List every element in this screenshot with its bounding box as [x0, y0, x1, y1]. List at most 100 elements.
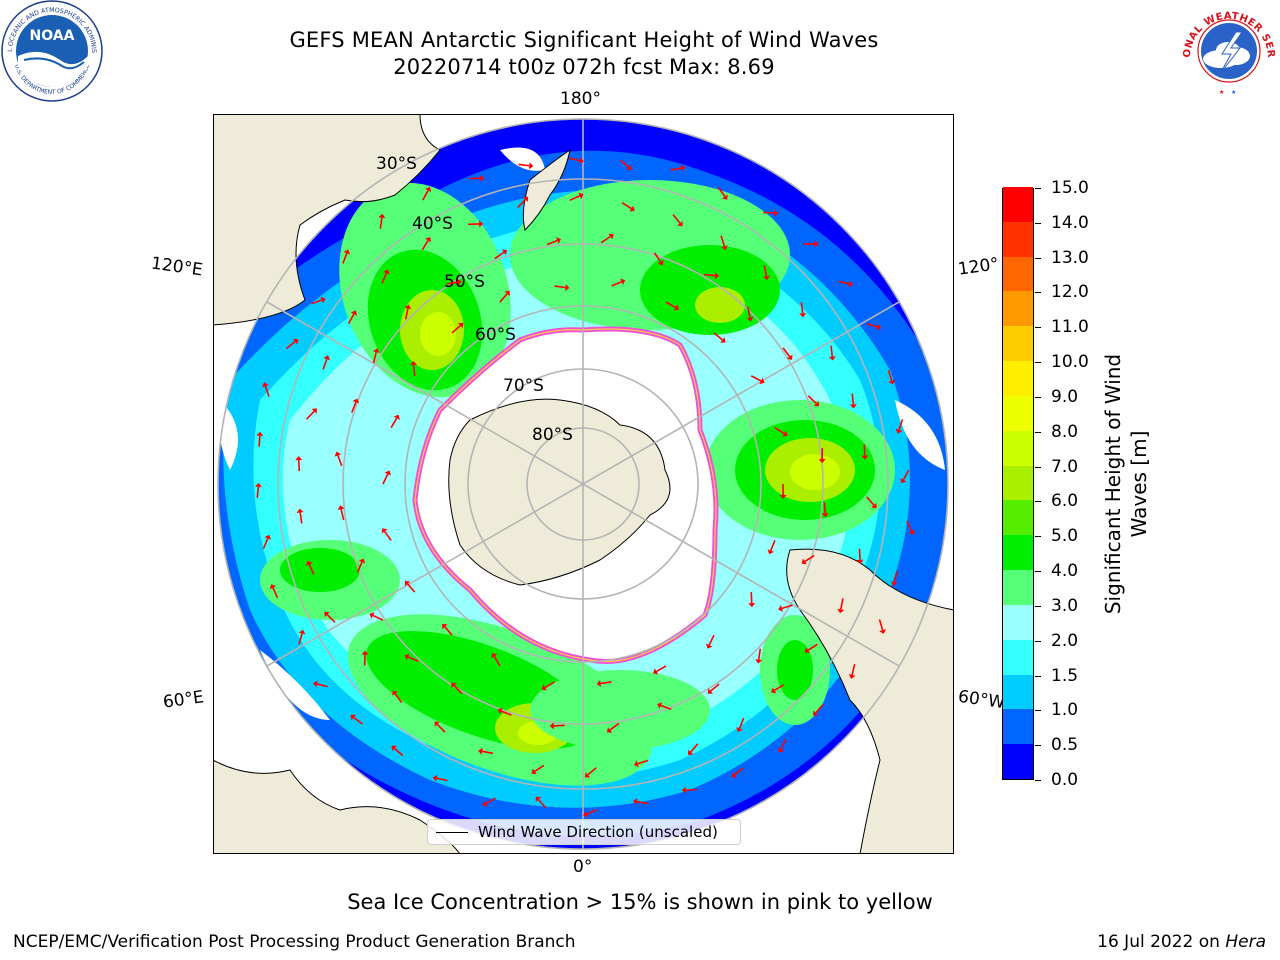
wave-direction-arrow-head — [578, 156, 584, 164]
wave-direction-arrow-shaft — [533, 764, 544, 772]
colorbar-tick — [1035, 396, 1041, 398]
wave-direction-arrow-head — [254, 482, 262, 487]
wave-direction-arrow-shaft — [902, 469, 909, 480]
wave-direction-arrow-head — [657, 259, 664, 265]
footer-host: Hera — [1225, 932, 1266, 952]
colorbar — [1002, 186, 1034, 780]
wave-direction-arrow-head — [479, 174, 484, 182]
wave-direction-arrow-head — [263, 534, 271, 540]
wave-direction-arrow-head — [860, 454, 868, 460]
colorbar-tick-label: 14.0 — [1051, 212, 1089, 233]
wave-direction-arrow-head — [887, 379, 895, 385]
wave-direction-arrow-shaft — [568, 194, 580, 201]
colorbar-title-line1: Significant Height of Wind — [1101, 353, 1125, 615]
lon-label-120w: 120° — [956, 254, 1001, 280]
lat-label-40s: 40°S — [412, 214, 453, 234]
wave-direction-arrow-head — [758, 377, 765, 384]
map-subtitle: 20220714 t00z 072h fcst Max: 8.69 — [393, 55, 775, 79]
wave-direction-arrow-shaft — [636, 800, 648, 804]
wave-direction-arrow-shaft — [600, 235, 611, 243]
wave-direction-arrow-shaft — [257, 435, 261, 447]
colorbar-tick — [1035, 222, 1041, 224]
wave-direction-arrow-shaft — [347, 313, 355, 324]
wave-direction-arrow-shaft — [383, 530, 392, 541]
wave-direction-arrow-shaft — [823, 501, 826, 513]
colorbar-tick — [1035, 605, 1041, 607]
wave-direction-arrow-shaft — [393, 692, 402, 703]
wave-direction-arrow-head — [908, 529, 915, 535]
legend-line-swatch — [436, 832, 468, 834]
wave-direction-arrow-head — [895, 428, 902, 434]
wave-direction-arrow-head — [352, 398, 359, 404]
wave-direction-arrow-shaft — [763, 264, 767, 276]
wave-direction-arrow-head — [707, 687, 713, 694]
wave-direction-arrow-head — [337, 504, 345, 510]
wave-direction-arrow-shaft — [892, 570, 898, 582]
colorbar-segment — [1003, 465, 1033, 501]
wave-direction-arrow-head — [490, 652, 497, 658]
wave-direction-arrow-head — [296, 508, 304, 513]
polar-map-svg: 30°S 40°S 50°S 60°S 70°S 80°S — [214, 115, 953, 853]
wave-direction-arrow-head — [361, 650, 368, 655]
wave-direction-arrow-shaft — [757, 648, 761, 660]
wave-direction-arrow-shaft — [453, 684, 462, 694]
wave-direction-arrow-head — [875, 323, 881, 330]
colorbar-tick — [1035, 675, 1041, 677]
wave-direction-arrow-head — [456, 278, 462, 286]
colorbar-segment — [1003, 639, 1033, 675]
wave-direction-arrow-head — [311, 407, 317, 414]
wave-direction-arrow-head — [393, 414, 400, 420]
wave-direction-arrow-head — [804, 646, 810, 653]
map-title: GEFS MEAN Antarctic Significant Height o… — [289, 28, 879, 52]
wave-direction-arrow-shaft — [887, 369, 892, 381]
wave-direction-arrow-shaft — [372, 614, 383, 621]
wave-direction-arrow-shaft — [850, 663, 855, 675]
colorbar-tick — [1035, 710, 1041, 712]
wave-direction-arrow-head — [497, 707, 503, 714]
colorbar-tick-label: 8.0 — [1051, 421, 1079, 442]
wave-direction-arrow-head — [391, 690, 398, 696]
wave-direction-arrow-shaft — [610, 280, 622, 287]
wave-direction-arrow-shaft — [660, 704, 672, 710]
wave-direction-arrow-head — [606, 726, 612, 733]
wave-direction-arrow-head — [681, 786, 686, 794]
wave-direction-arrow-head — [762, 275, 770, 280]
wave-direction-arrow-shaft — [719, 235, 725, 247]
wave-direction-arrow-head — [294, 455, 302, 460]
wave-direction-arrow-shaft — [865, 495, 875, 506]
wave-direction-arrow-shaft — [326, 613, 336, 623]
wave-direction-arrow-head — [731, 771, 737, 778]
wave-direction-arrow-shaft — [781, 603, 793, 609]
colorbar-tick-label: 0.5 — [1051, 735, 1079, 756]
wave-direction-arrow-head — [777, 747, 784, 753]
wave-direction-arrow-shaft — [308, 563, 315, 575]
wave-direction-arrow-head — [754, 658, 762, 664]
wave-direction-arrow-head — [719, 336, 726, 343]
wave-direction-arrow-shaft — [421, 239, 429, 250]
wave-direction-arrow-head — [777, 604, 783, 612]
wave-direction-arrow-shaft — [553, 284, 566, 288]
colorbar-tick-label: 13.0 — [1051, 247, 1089, 268]
colorbar-tick — [1035, 536, 1041, 538]
wave-direction-arrow-shaft — [404, 307, 409, 319]
colorbar-segment — [1003, 499, 1033, 536]
wave-direction-arrow-shaft — [262, 537, 268, 549]
wave-direction-arrow-head — [305, 560, 312, 566]
colorbar-segment — [1003, 708, 1033, 745]
wave-direction-arrow-head — [746, 316, 753, 321]
wind-wave-arrows — [254, 156, 915, 817]
wave-direction-arrow-shaft — [850, 393, 854, 405]
lon-label-180: 180° — [560, 89, 601, 109]
wave-direction-arrow-shaft — [356, 561, 363, 573]
wave-direction-arrow-shaft — [285, 340, 296, 349]
colorbar-tick — [1035, 292, 1041, 294]
wave-direction-arrow-head — [323, 611, 330, 617]
wave-direction-arrow-head — [821, 512, 829, 517]
wave-direction-arrow-shaft — [352, 716, 363, 725]
colorbar-tick — [1035, 188, 1041, 189]
wave-direction-arrow-shaft — [493, 655, 501, 666]
wave-direction-arrow-shaft — [878, 618, 883, 630]
footer-credit: NCEP/EMC/Verification Post Processing Pr… — [13, 932, 576, 952]
wave-direction-arrow-head — [358, 557, 365, 563]
wave-direction-arrow-shaft — [380, 272, 387, 284]
